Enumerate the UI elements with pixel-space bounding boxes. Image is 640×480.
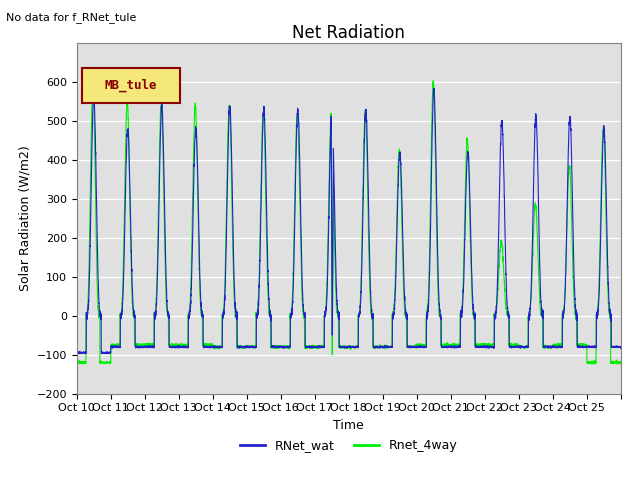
Text: No data for f_RNet_tule: No data for f_RNet_tule [6,12,137,23]
Line: Rnet_4way: Rnet_4way [77,81,621,364]
Rnet_4way [73,359,81,365]
Text: MB_tule: MB_tule [105,79,157,92]
FancyBboxPatch shape [82,68,180,103]
Legend: RNet_wat, Rnet_4way: RNet_wat, Rnet_4way [235,434,463,457]
RNet_wat [186,312,193,318]
RNet_wat [539,316,547,322]
Line: RNet_wat: RNet_wat [77,88,621,354]
X-axis label: Time: Time [333,419,364,432]
RNet_wat [525,312,532,318]
RNet_wat [369,314,377,320]
Title: Net Radiation: Net Radiation [292,24,405,42]
Rnet_4way [73,361,81,367]
RNet_wat [617,344,625,349]
RNet_wat [73,349,81,355]
Rnet_4way [398,229,406,235]
RNet_wat [430,85,438,91]
RNet_wat [398,206,406,212]
Rnet_4way [429,78,437,84]
Rnet_4way [369,344,377,349]
RNet_wat [499,122,506,128]
Rnet_4way [539,345,547,350]
RNet_wat [101,351,109,357]
Rnet_4way [525,313,532,319]
Rnet_4way [499,243,506,249]
Rnet_4way [617,360,625,365]
Y-axis label: Solar Radiation (W/m2): Solar Radiation (W/m2) [18,145,31,291]
Rnet_4way [186,309,193,314]
